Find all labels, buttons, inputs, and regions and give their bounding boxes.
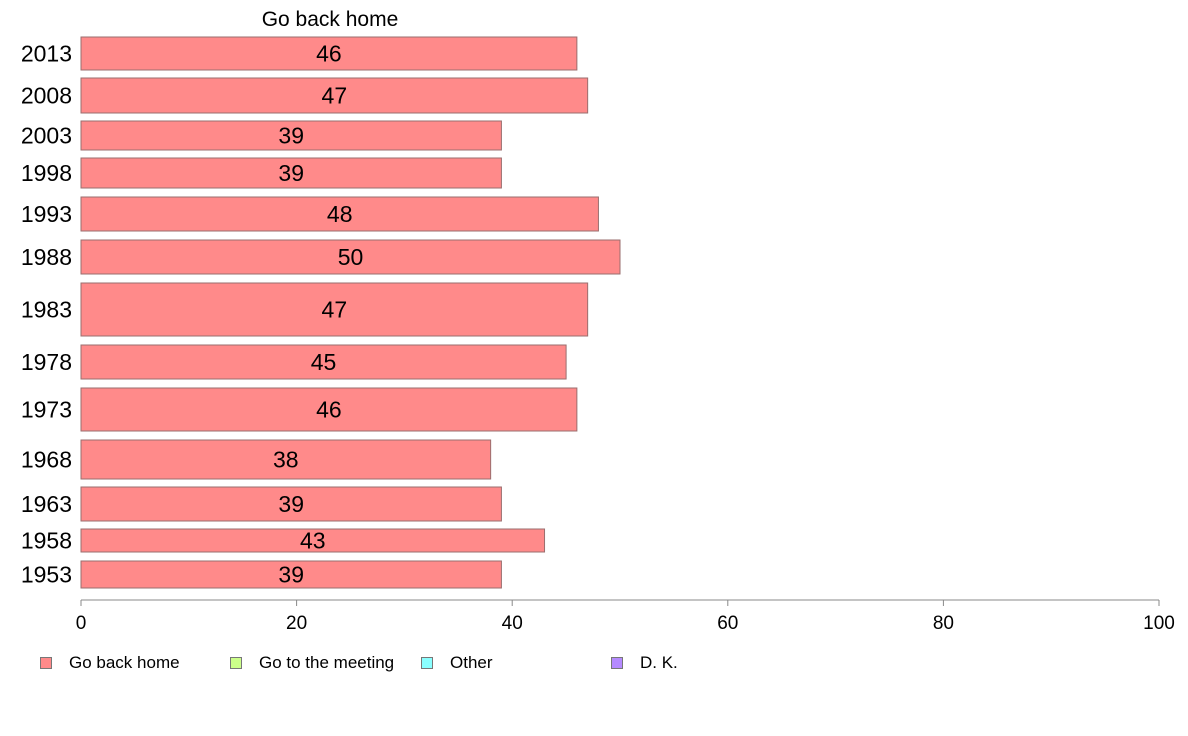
data-label-1983: 47 — [322, 297, 348, 323]
bars-group: 46 2013 47 2008 39 2003 39 1998 48 1993 50 1988 47 19… — [21, 36, 621, 589]
data-label-1953: 39 — [278, 562, 304, 588]
legend-swatch-other — [421, 657, 433, 669]
legend-label-go-to-the-meeting: Go to the meeting — [259, 653, 395, 672]
x-tick-label-60: 60 — [717, 613, 738, 634]
y-tick-label-2013: 2013 — [21, 41, 72, 67]
bar-1968 — [80, 439, 492, 480]
data-label-2013: 46 — [316, 41, 342, 67]
bar-1983 — [80, 282, 589, 337]
data-label-1993: 48 — [327, 201, 353, 227]
x-axis: 0 20 40 60 80 100 — [76, 599, 1175, 634]
bar-1988 — [80, 239, 621, 275]
legend-item-go-back-home: Go back home — [40, 652, 180, 674]
data-label-1998: 39 — [278, 160, 304, 186]
y-tick-label-1973: 1973 — [21, 397, 72, 423]
data-label-1958: 43 — [300, 528, 326, 554]
y-tick-label-1993: 1993 — [21, 201, 72, 227]
bar-1973 — [80, 387, 578, 432]
x-tick-label-80: 80 — [933, 613, 954, 634]
y-tick-label-1998: 1998 — [21, 160, 72, 186]
data-label-1968: 38 — [273, 447, 299, 473]
bar-1958 — [80, 528, 546, 553]
bar-2003 — [80, 120, 502, 151]
data-label-1988: 50 — [338, 244, 364, 270]
y-tick-label-2008: 2008 — [21, 83, 72, 109]
y-tick-label-1978: 1978 — [21, 349, 72, 375]
x-tick-label-0: 0 — [76, 613, 87, 634]
data-label-1978: 45 — [311, 349, 337, 375]
legend: Go back home Go to the meeting Other D. … — [40, 652, 1140, 674]
x-tick-label-40: 40 — [502, 613, 523, 634]
chart-title: Go back home — [262, 8, 399, 31]
data-label-2003: 39 — [278, 123, 304, 149]
legend-item-dk: D. K. — [611, 652, 678, 674]
bar-1998 — [80, 157, 502, 189]
y-tick-label-1983: 1983 — [21, 297, 72, 323]
bar-1963 — [80, 486, 502, 522]
legend-item-other: Other — [421, 652, 493, 674]
bar-1953 — [80, 560, 502, 589]
y-tick-label-1963: 1963 — [21, 491, 72, 517]
legend-label-other: Other — [450, 653, 493, 672]
x-tick-label-20: 20 — [286, 613, 307, 634]
x-tick-label-100: 100 — [1143, 613, 1175, 634]
legend-label-go-back-home: Go back home — [69, 653, 180, 672]
legend-swatch-go-back-home — [40, 657, 52, 669]
legend-label-dk: D. K. — [640, 653, 678, 672]
bar-2013 — [80, 36, 578, 71]
y-tick-label-1988: 1988 — [21, 244, 72, 270]
y-tick-label-1953: 1953 — [21, 562, 72, 588]
y-tick-label-1958: 1958 — [21, 528, 72, 554]
data-label-2008: 47 — [322, 83, 348, 109]
data-label-1963: 39 — [278, 491, 304, 517]
bar-1978 — [80, 344, 567, 380]
data-label-1973: 46 — [316, 397, 342, 423]
y-tick-label-2003: 2003 — [21, 123, 72, 149]
bar-1993 — [80, 196, 599, 232]
legend-item-go-to-the-meeting: Go to the meeting — [230, 652, 394, 674]
legend-swatch-go-to-the-meeting — [230, 657, 242, 669]
legend-swatch-dk — [611, 657, 623, 669]
y-tick-label-1968: 1968 — [21, 447, 72, 473]
bar-2008 — [80, 77, 589, 114]
